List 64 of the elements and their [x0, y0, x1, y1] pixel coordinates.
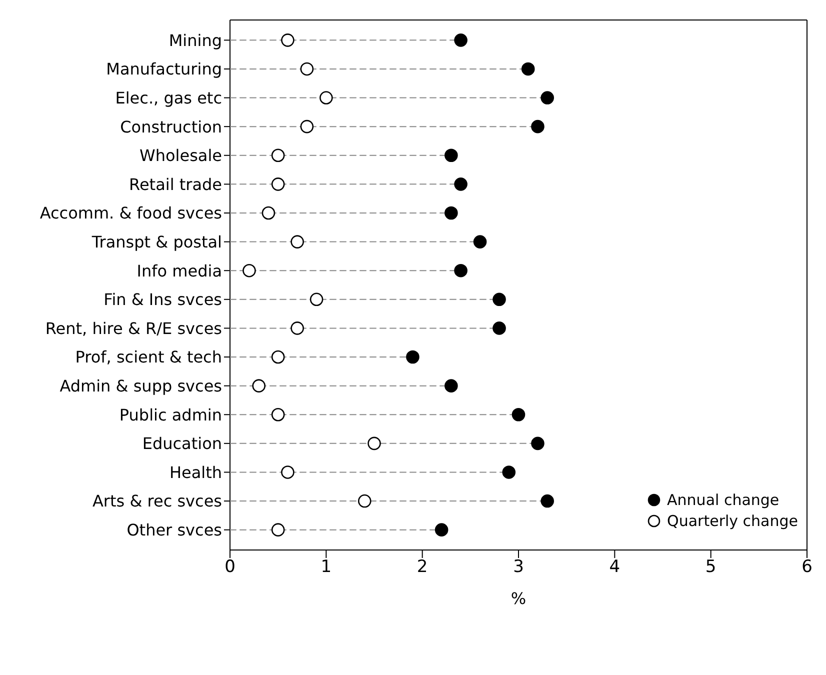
point — [473, 235, 487, 248]
point — [271, 148, 285, 162]
point — [290, 235, 304, 248]
y-tick-label: Elec., gas etc — [115, 88, 222, 108]
legend-label: Quarterly change — [667, 512, 798, 530]
legend-label: Annual change — [667, 491, 780, 509]
x-axis-title: % — [510, 589, 526, 608]
y-tick-label: Retail trade — [129, 174, 222, 194]
y-tick-label: Education — [142, 434, 222, 454]
point — [454, 34, 468, 47]
point — [310, 292, 324, 306]
x-tick-label: 2 — [416, 557, 428, 578]
point — [444, 206, 458, 220]
x-tick-label: 1 — [320, 557, 332, 578]
point — [444, 148, 458, 162]
point — [444, 379, 458, 392]
point — [512, 408, 526, 422]
point — [502, 466, 516, 479]
point — [492, 292, 506, 306]
point — [242, 264, 256, 278]
point — [271, 408, 285, 422]
point — [271, 178, 285, 191]
point — [368, 436, 381, 450]
point — [271, 350, 285, 364]
y-tick-label: Fin & Ins svces — [104, 290, 222, 310]
x-tick-label: 3 — [513, 557, 524, 578]
point — [521, 62, 535, 76]
point — [454, 178, 468, 191]
point — [540, 494, 554, 508]
y-tick-label: Manufacturing — [106, 60, 222, 79]
point — [290, 322, 304, 335]
y-tick-label: Rent, hire & R/E svces — [45, 318, 222, 338]
point — [492, 322, 506, 335]
point — [300, 62, 314, 76]
y-tick-label: Public admin — [119, 405, 222, 424]
point — [320, 91, 333, 104]
y-tick-label: Prof, scient & tech — [75, 348, 222, 367]
x-tick-label: 6 — [802, 557, 812, 578]
x-tick-label: 4 — [609, 557, 620, 578]
point — [540, 91, 554, 104]
y-tick-label: Construction — [120, 117, 222, 136]
y-tick-label: Admin & supp svces — [60, 376, 222, 396]
point — [531, 120, 544, 134]
point — [300, 120, 314, 134]
y-tick-label: Mining — [168, 30, 222, 50]
y-tick-label: Info media — [136, 261, 222, 280]
point — [434, 523, 448, 536]
y-tick-label: Transpt & postal — [90, 232, 222, 252]
x-tick-label: 5 — [705, 557, 716, 578]
point — [358, 494, 372, 508]
y-tick-label: Accomm. & food svces — [40, 204, 222, 223]
point — [406, 350, 420, 364]
y-tick-label: Arts & rec svces — [92, 492, 222, 511]
point — [271, 523, 285, 536]
point — [281, 34, 294, 47]
point — [262, 206, 276, 220]
point — [281, 466, 294, 479]
y-tick-label: Health — [169, 462, 222, 482]
y-tick-label: Other svces — [126, 520, 222, 540]
y-tick-label: Wholesale — [140, 146, 222, 166]
point — [252, 379, 266, 392]
x-tick-label: 0 — [224, 557, 236, 578]
point — [454, 264, 468, 278]
point — [531, 436, 544, 450]
